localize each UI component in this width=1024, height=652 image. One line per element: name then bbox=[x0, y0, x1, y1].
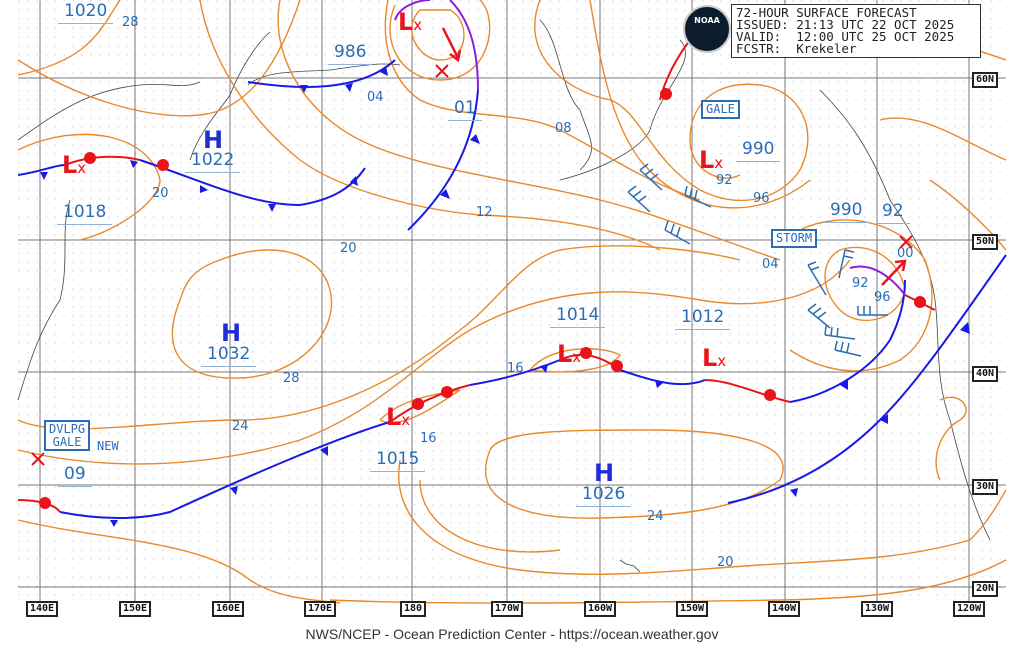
lon-label: 130W bbox=[861, 601, 894, 617]
lon-label: 140W bbox=[768, 601, 801, 617]
isobar-label: 92 bbox=[716, 173, 733, 188]
low-pressure-symbol: Lx bbox=[557, 340, 582, 368]
gale-warning-box: GALE bbox=[701, 100, 740, 119]
isobar-label: 28 bbox=[122, 15, 139, 30]
low-pressure-symbol: Lx bbox=[386, 403, 411, 431]
isobar-label: 20 bbox=[340, 241, 357, 256]
high-pressure-value: 1026 bbox=[576, 486, 632, 507]
isobar-label: 16 bbox=[420, 431, 437, 446]
isobar-label: 28 bbox=[283, 371, 300, 386]
lon-label: 150E bbox=[119, 601, 152, 617]
lon-label: 160E bbox=[212, 601, 245, 617]
low-pressure-value: 1014 bbox=[550, 307, 606, 328]
low-pressure-value: 990 bbox=[736, 141, 781, 162]
movement-arrows bbox=[441, 27, 907, 286]
isobar-label: 12 bbox=[476, 205, 493, 220]
lat-label: 20N bbox=[972, 581, 999, 597]
low-pressure-symbol: Lx bbox=[398, 8, 423, 36]
lat-label: 40N bbox=[972, 366, 999, 382]
isobar-label: 20 bbox=[152, 186, 169, 201]
low-pressure-symbol: Lx bbox=[62, 151, 87, 179]
storm-warning-box: STORM bbox=[771, 229, 818, 248]
footer-credit: NWS/NCEP - Ocean Prediction Center - htt… bbox=[305, 626, 719, 642]
graticule bbox=[18, 0, 1006, 603]
isobars bbox=[17, 0, 1007, 604]
wind-barbs bbox=[627, 163, 888, 357]
isobar-label: 04 bbox=[762, 257, 779, 272]
isobar-label: 04 bbox=[367, 90, 384, 105]
valid-time: VALID: 12:00 UTC 25 OCT 2025 bbox=[736, 29, 955, 44]
low-pressure-symbol: Lx bbox=[702, 344, 727, 372]
isobar-label: 92 bbox=[852, 276, 869, 291]
coastlines bbox=[17, 19, 991, 573]
warm-front-bumps bbox=[39, 88, 926, 509]
occluded-fronts bbox=[394, 0, 906, 296]
low-pressure-value: 986 bbox=[328, 44, 373, 65]
noaa-logo: NOAA bbox=[683, 5, 731, 53]
map-background bbox=[18, 0, 1006, 603]
lat-label: 30N bbox=[972, 479, 999, 495]
low-pressure-symbol: Lx bbox=[699, 146, 724, 174]
lat-label: 60N bbox=[972, 72, 999, 88]
forecast-header: 72-HOUR SURFACE FORECAST ISSUED: 21:13 UT… bbox=[731, 4, 981, 58]
new-warning-label: NEW bbox=[97, 439, 119, 453]
isobar-label: 96 bbox=[753, 191, 770, 206]
isobar-label: 08 bbox=[555, 121, 572, 136]
lon-label: 150W bbox=[676, 601, 709, 617]
issued-time: ISSUED: 21:13 UTC 22 OCT 2025 bbox=[736, 17, 955, 32]
pressure-value: 09 bbox=[58, 466, 92, 487]
lon-label: 180 bbox=[400, 601, 427, 617]
low-pressure-value: 1012 bbox=[675, 309, 731, 330]
high-pressure-symbol: H bbox=[203, 126, 224, 154]
lon-label: 120W bbox=[953, 601, 986, 617]
pressure-value: 01 bbox=[448, 100, 482, 121]
isobar-label: 00 bbox=[897, 246, 914, 261]
high-pressure-symbol: H bbox=[221, 319, 242, 347]
low-pressure-value: 1015 bbox=[370, 451, 426, 472]
forecast-title: 72-HOUR SURFACE FORECAST bbox=[736, 5, 917, 20]
high-pressure-value: 1032 bbox=[201, 346, 257, 367]
isobar-label: 24 bbox=[232, 419, 249, 434]
lon-label: 160W bbox=[584, 601, 617, 617]
lon-label: 140E bbox=[26, 601, 59, 617]
lat-label: 50N bbox=[972, 234, 999, 250]
cold-fronts bbox=[17, 59, 1007, 519]
pressure-value: 1020 bbox=[58, 3, 114, 24]
isobar-label: 20 bbox=[717, 555, 734, 570]
isobar-label: 96 bbox=[874, 290, 891, 305]
cold-front-triangles bbox=[40, 66, 970, 527]
pressure-value: 990 bbox=[824, 202, 869, 223]
high-pressure-value: 1022 bbox=[185, 152, 241, 173]
forecaster: FCSTR: Krekeler bbox=[736, 41, 857, 56]
lon-label: 170E bbox=[304, 601, 337, 617]
forecast-position-x-icons bbox=[31, 64, 913, 466]
pressure-value: 92 bbox=[876, 203, 910, 224]
isobar-label: 16 bbox=[507, 361, 524, 376]
developing-gale-warning-box: DVLPG GALE bbox=[44, 420, 91, 452]
isobar-label: 24 bbox=[647, 509, 664, 524]
low-pressure-value: 1018 bbox=[57, 204, 113, 225]
lon-label: 170W bbox=[491, 601, 524, 617]
high-pressure-symbol: H bbox=[594, 459, 615, 487]
